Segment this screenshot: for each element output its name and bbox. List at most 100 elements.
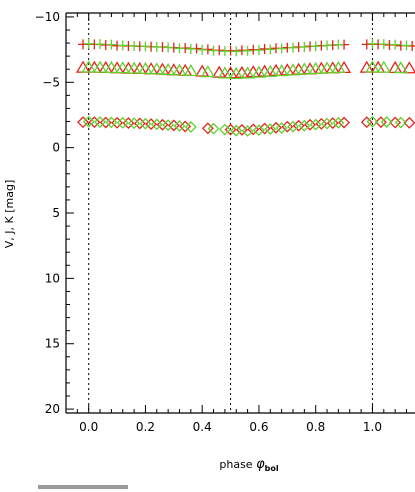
v-band-point: [403, 116, 415, 129]
series-v-diamond: [77, 116, 415, 136]
k-band-point: [299, 41, 310, 52]
k-band-point: [253, 45, 264, 56]
j-band-point: [195, 64, 210, 77]
v-band-point: [253, 124, 265, 137]
x-axis-label: phase φbol: [219, 457, 279, 473]
j-band-point: [274, 64, 289, 77]
v-band-point: [360, 116, 373, 129]
j-band-point: [308, 61, 323, 75]
v-band-point: [287, 120, 299, 133]
v-band-point: [230, 124, 243, 137]
k-band-point: [83, 38, 94, 49]
j-band-point: [297, 62, 312, 75]
v-band-point: [380, 116, 393, 128]
j-band-point: [246, 65, 261, 78]
j-band-point: [104, 60, 119, 74]
series-k-plus: [78, 39, 415, 56]
j-band-point: [263, 64, 278, 77]
v-band-point: [162, 119, 175, 132]
k-band-point: [287, 42, 298, 53]
axis-ticks: [66, 13, 407, 413]
k-band-point: [401, 40, 412, 51]
tick-labels: −10 −5 0 5 10 15 20 0.0 0.2 0.4 0.6 0.8 1.0: [35, 10, 382, 434]
k-band-point: [367, 38, 378, 49]
series-v-diamond: [82, 115, 407, 137]
k-band-point: [151, 41, 162, 52]
v-band-point: [218, 123, 231, 136]
x-tick-label: 0.2: [136, 420, 155, 434]
phase-reference-lines: [88, 13, 373, 413]
v-band-point: [275, 122, 288, 134]
k-band-point: [242, 45, 253, 56]
j-band-point: [138, 61, 153, 75]
v-band-point: [264, 123, 277, 135]
k-band-point: [106, 39, 117, 50]
y-tick-label: 20: [45, 402, 60, 416]
j-band-point: [251, 65, 267, 78]
j-band-point: [172, 63, 187, 76]
k-band-point: [163, 42, 174, 53]
k-band-point: [276, 43, 287, 54]
j-band-point: [212, 65, 227, 78]
bottom-strip: [0, 484, 415, 492]
y-tick-label: 10: [45, 271, 60, 285]
v-band-point: [173, 120, 186, 132]
x-tick-label: 0.0: [79, 420, 98, 434]
j-band-point: [200, 65, 216, 78]
k-band-point: [208, 45, 219, 56]
k-band-point: [361, 39, 372, 50]
data-marks: [75, 38, 415, 137]
v-band-point: [394, 116, 407, 129]
v-band-point: [105, 116, 118, 129]
k-band-point: [390, 39, 401, 50]
k-band-point: [174, 43, 185, 54]
y-tick-label: 15: [45, 337, 60, 351]
k-band-point: [231, 46, 242, 57]
j-band-point: [229, 66, 244, 80]
x-tick-label: 0.6: [249, 420, 268, 434]
j-band-point: [402, 61, 415, 74]
k-band-point: [117, 40, 128, 51]
j-band-point: [331, 60, 346, 74]
v-band-point: [77, 116, 89, 129]
j-band-point: [149, 62, 164, 75]
v-band-point: [150, 118, 163, 131]
v-band-point: [207, 122, 220, 135]
v-band-point: [309, 118, 322, 131]
j-band-point: [240, 66, 255, 79]
k-band-point: [333, 39, 344, 50]
v-band-point: [298, 119, 311, 132]
v-band-point: [111, 116, 123, 129]
k-band-point: [265, 44, 276, 55]
k-band-point: [197, 44, 208, 55]
v-band-point: [375, 116, 387, 129]
k-band-point: [310, 41, 321, 52]
series-k-plus: [83, 38, 412, 57]
v-band-point: [116, 116, 129, 129]
j-band-point: [126, 61, 142, 74]
y-tick-label: −5: [42, 75, 60, 89]
v-band-point: [184, 121, 197, 133]
y-tick-label: 5: [52, 206, 60, 220]
j-band-point: [376, 60, 391, 73]
v-band-point: [321, 117, 333, 130]
k-band-point: [185, 43, 196, 54]
v-band-point: [88, 116, 101, 129]
v-band-point: [366, 115, 379, 128]
v-band-point: [82, 115, 95, 128]
k-band-point: [322, 40, 333, 51]
j-band-point: [183, 64, 198, 77]
j-band-point: [319, 61, 335, 74]
x-tick-label: 1.0: [363, 420, 382, 434]
j-band-point: [365, 60, 380, 73]
j-band-point: [285, 63, 301, 76]
k-band-point: [236, 45, 247, 56]
v-band-point: [94, 116, 106, 128]
x-tick-label: 0.4: [193, 420, 212, 434]
k-band-point: [378, 39, 389, 50]
k-band-point: [95, 39, 106, 50]
y-axis-label: V, J, K [mag]: [3, 180, 16, 249]
scroll-remnant: [38, 485, 128, 489]
k-band-point: [129, 40, 140, 51]
